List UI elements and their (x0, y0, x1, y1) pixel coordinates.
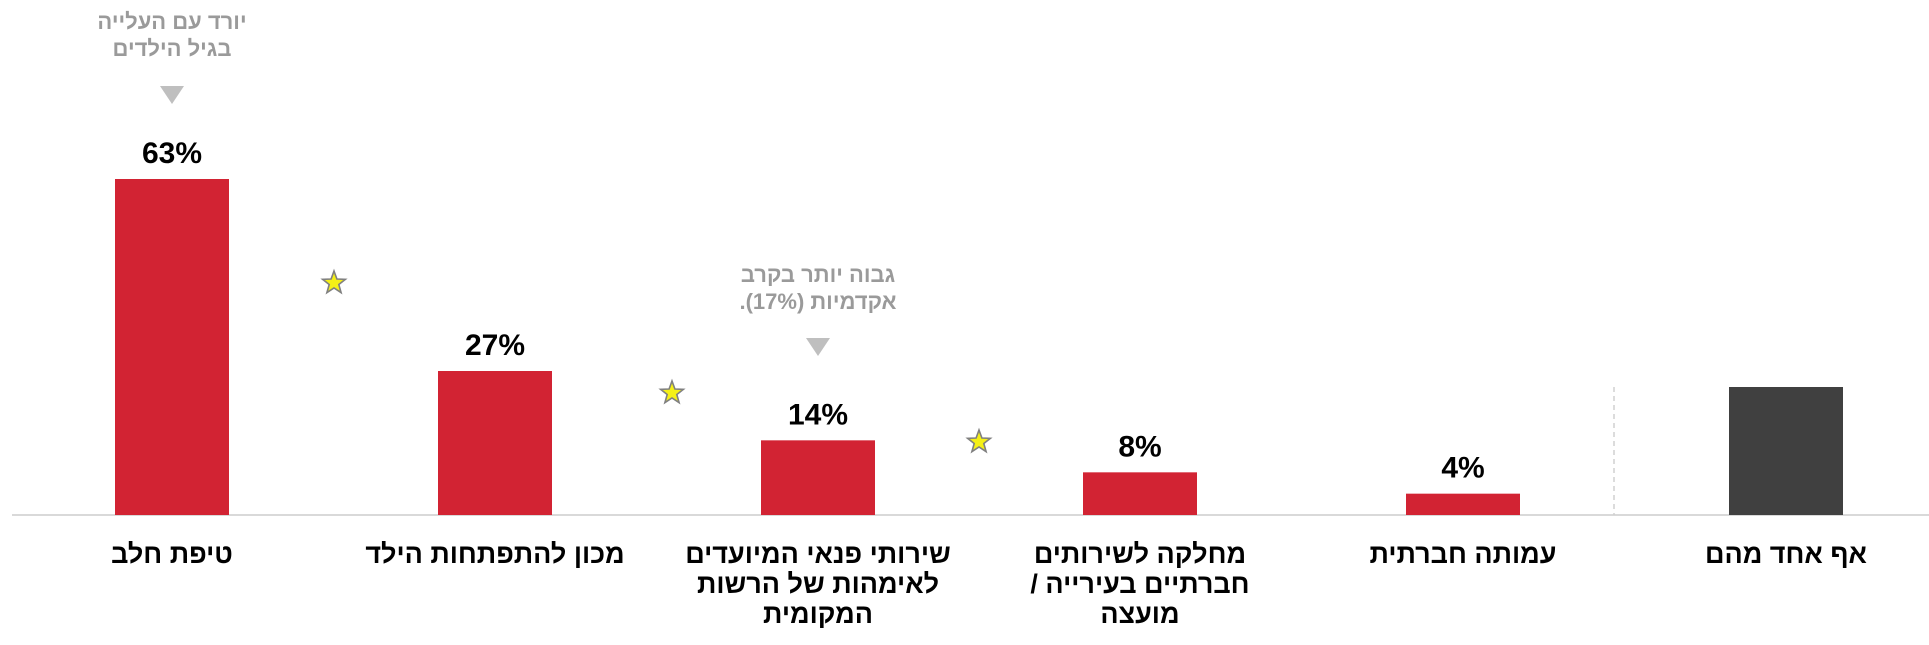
bar-5 (1406, 493, 1520, 515)
category-label-4: מחלקה לשירותים חברתיים בעירייה / מועצה (1030, 539, 1249, 629)
category-label-line: מכון להתפתחות הילד (365, 539, 624, 569)
annotation-line: יורד עם העלייה (97, 9, 246, 34)
annotation-arrow-down-icon (806, 338, 830, 356)
value-label-4: 8% (1118, 430, 1161, 463)
value-label-5: 4% (1441, 452, 1484, 485)
category-label-3: שירותי פנאי המיועדים לאימהות של הרשות המקו… (685, 539, 951, 629)
category-label-line: לאימהות של הרשות (697, 569, 939, 599)
bar-1 (115, 179, 229, 515)
category-label-line: טיפת חלב (111, 539, 233, 569)
category-label-line: אף אחד מהם (1705, 539, 1867, 569)
significance-star-icon (320, 268, 348, 295)
category-label-line: שירותי פנאי המיועדים (685, 539, 951, 569)
bar-2 (438, 371, 552, 515)
category-label-6: אף אחד מהם (1705, 539, 1867, 569)
annotation-arrow-down-icon (160, 86, 184, 104)
value-label-1: 63% (142, 137, 202, 170)
category-label-line: חברתיים בעירייה / (1030, 569, 1249, 599)
bar-4 (1083, 472, 1197, 515)
annotation-text-2: גבוה יותר בקרב אקדמיות (17%). (739, 262, 896, 314)
significance-star-icon (965, 427, 993, 454)
category-label-line: עמותה חברתית (1370, 539, 1557, 569)
bar-6 (1729, 387, 1843, 515)
annotation-line: בגיל הילדים (113, 36, 232, 61)
category-label-line: מועצה (1100, 599, 1179, 629)
value-label-3: 14% (788, 398, 848, 431)
category-label-2: מכון להתפתחות הילד (365, 539, 624, 569)
category-label-5: עמותה חברתית (1370, 539, 1557, 569)
category-label-line: המקומית (763, 599, 873, 629)
category-label-1: טיפת חלב (111, 539, 233, 569)
annotation-text-1: יורד עם העלייה בגיל הילדים (97, 9, 246, 61)
significance-star-icon (658, 378, 686, 405)
annotation-line: גבוה יותר בקרב (741, 262, 895, 287)
value-label-2: 27% (465, 329, 525, 362)
category-label-line: מחלקה לשירותים (1034, 539, 1246, 569)
bar-3 (761, 440, 875, 515)
annotation-line: אקדמיות (17%). (739, 289, 896, 314)
